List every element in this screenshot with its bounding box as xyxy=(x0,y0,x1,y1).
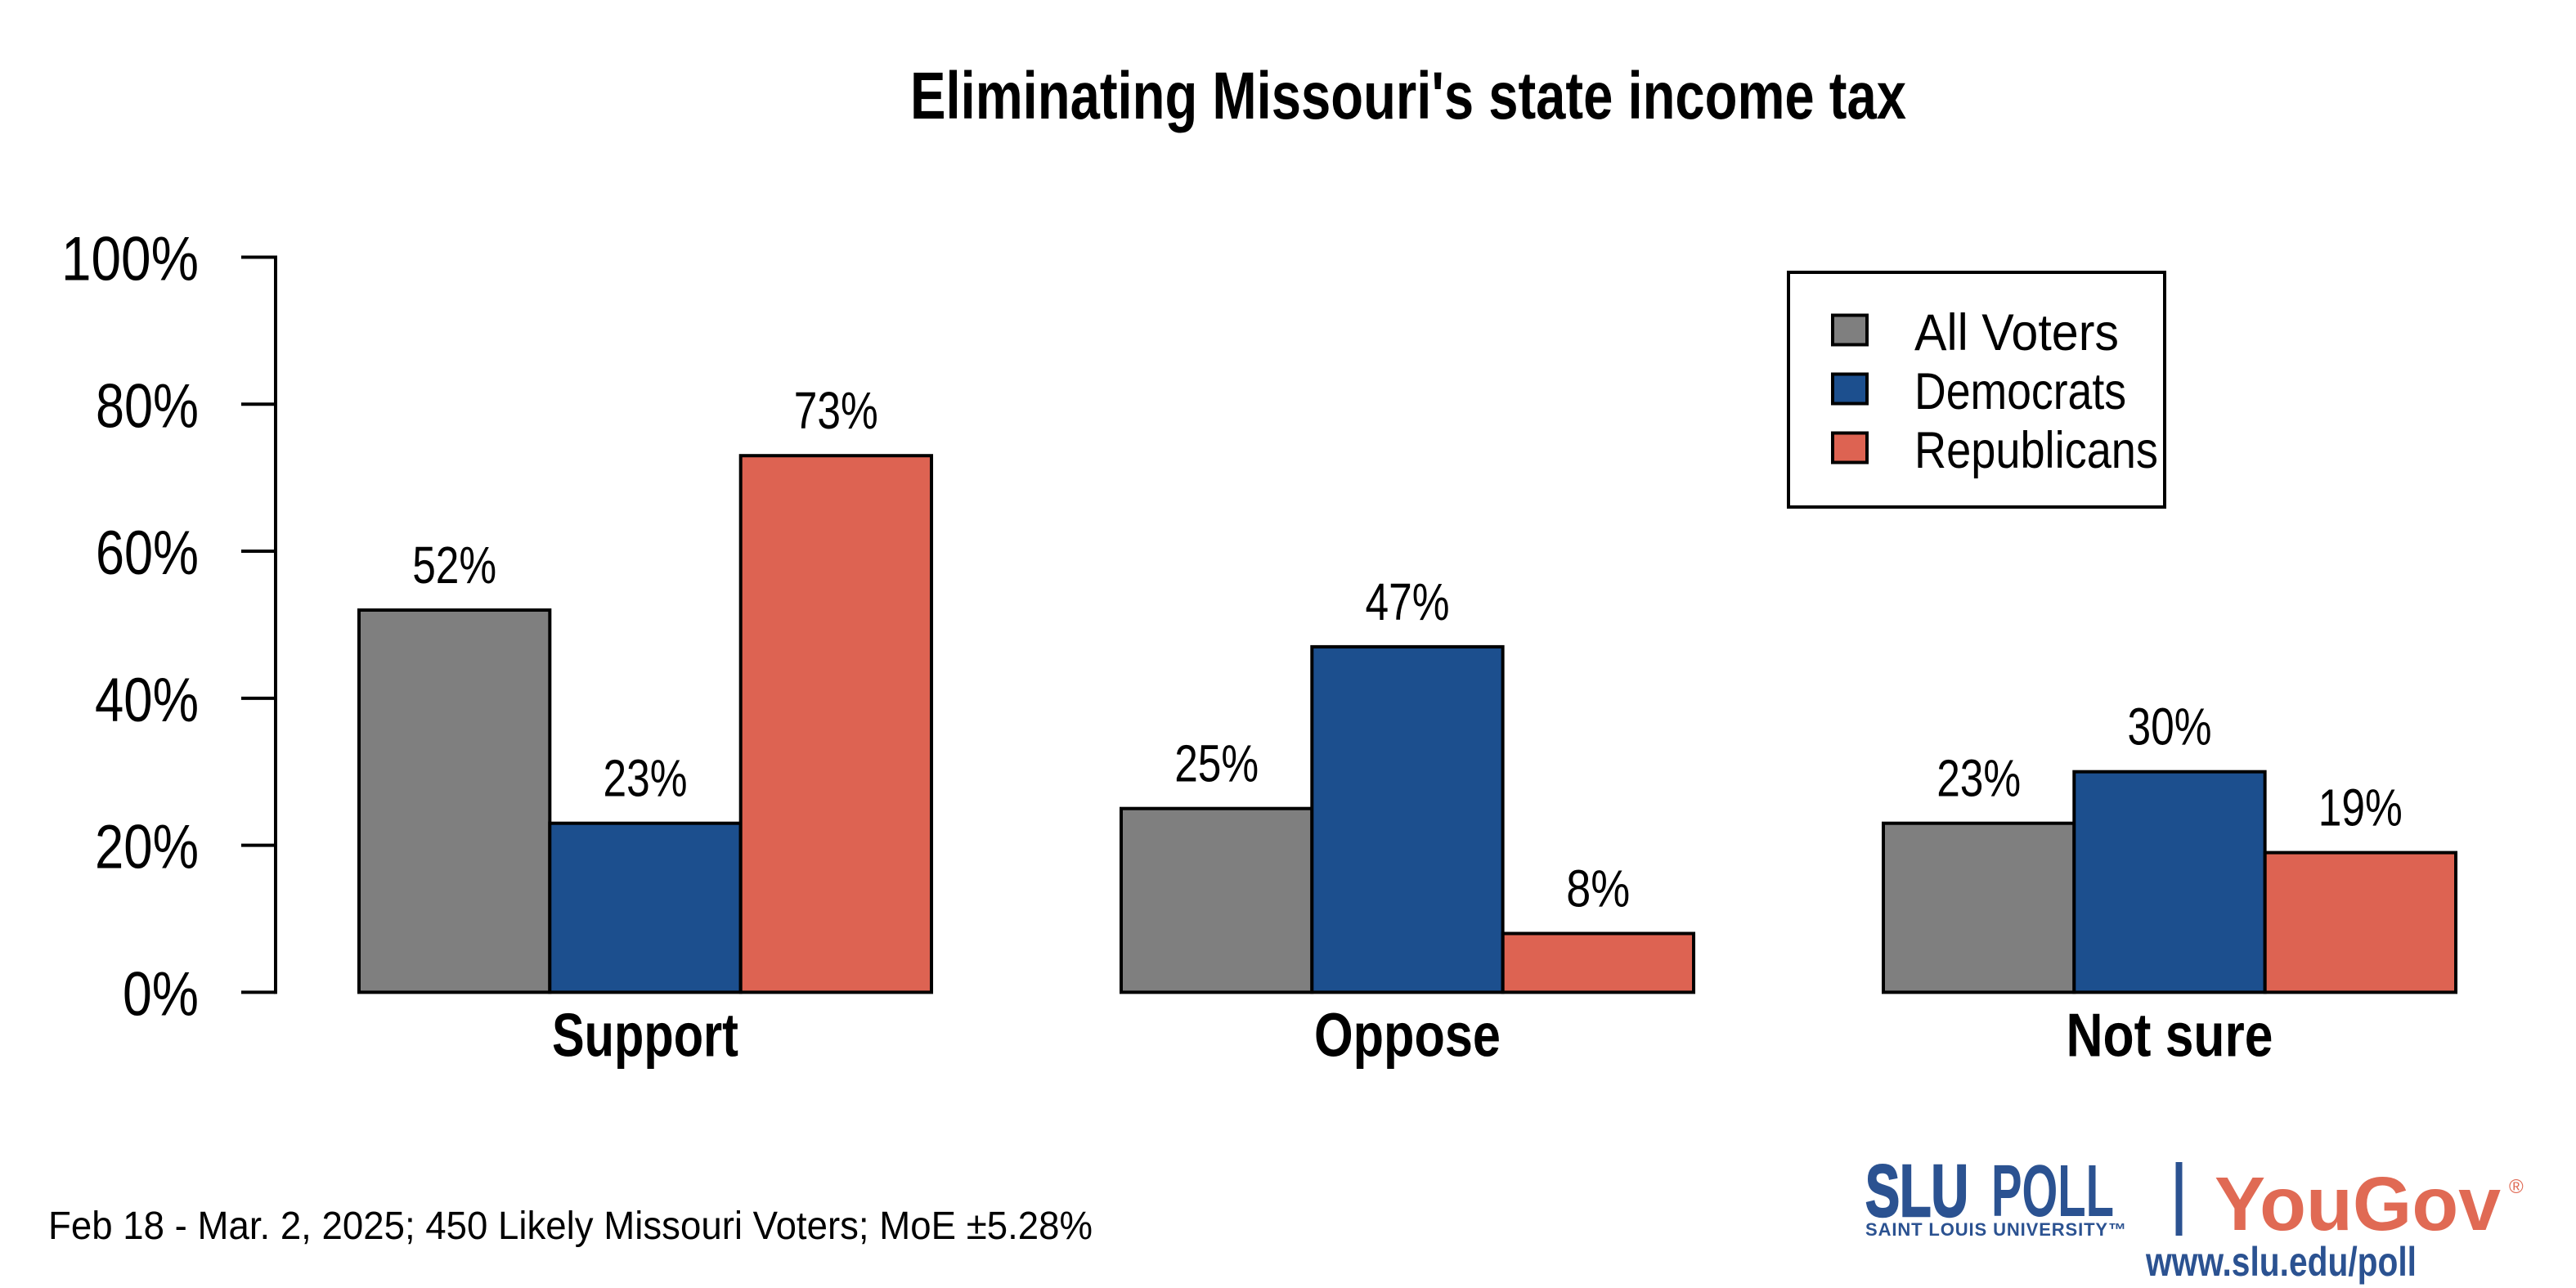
svg-text:Feb 18 - Mar. 2, 2025; 450 Lik: Feb 18 - Mar. 2, 2025; 450 Likely Missou… xyxy=(48,1205,1093,1248)
svg-text:SLU: SLU xyxy=(1865,1151,1968,1232)
svg-text:Not sure: Not sure xyxy=(2067,1001,2273,1070)
svg-text:20%: 20% xyxy=(95,813,199,882)
svg-text:Eliminating Missouri's state i: Eliminating Missouri's state income tax xyxy=(910,59,1906,133)
svg-text:23%: 23% xyxy=(604,749,688,808)
svg-text:POLL: POLL xyxy=(1991,1151,2114,1232)
svg-text:19%: 19% xyxy=(2318,779,2403,837)
svg-text:8%: 8% xyxy=(1566,859,1630,918)
svg-text:www.slu.edu/poll: www.slu.edu/poll xyxy=(2145,1239,2417,1285)
svg-text:52%: 52% xyxy=(412,536,496,595)
svg-text:0%: 0% xyxy=(123,959,199,1029)
svg-text:73%: 73% xyxy=(794,381,878,440)
svg-text:Oppose: Oppose xyxy=(1314,1001,1501,1070)
svg-text:®: ® xyxy=(2509,1176,2524,1198)
svg-text:25%: 25% xyxy=(1174,734,1259,793)
svg-text:23%: 23% xyxy=(1936,749,2021,808)
svg-text:Support: Support xyxy=(552,1001,738,1070)
svg-text:Democrats: Democrats xyxy=(1914,363,2126,420)
svg-text:47%: 47% xyxy=(1366,572,1450,631)
svg-text:YouGov: YouGov xyxy=(2215,1161,2501,1246)
svg-text:40%: 40% xyxy=(95,666,199,735)
svg-text:60%: 60% xyxy=(96,518,199,588)
svg-text:80%: 80% xyxy=(96,371,199,441)
svg-text:SAINT LOUIS UNIVERSITY™: SAINT LOUIS UNIVERSITY™ xyxy=(1865,1219,2126,1240)
svg-text:Republicans: Republicans xyxy=(1914,422,2158,479)
svg-text:100%: 100% xyxy=(61,225,199,294)
svg-text:All Voters: All Voters xyxy=(1914,304,2119,361)
svg-text:30%: 30% xyxy=(2128,698,2212,756)
